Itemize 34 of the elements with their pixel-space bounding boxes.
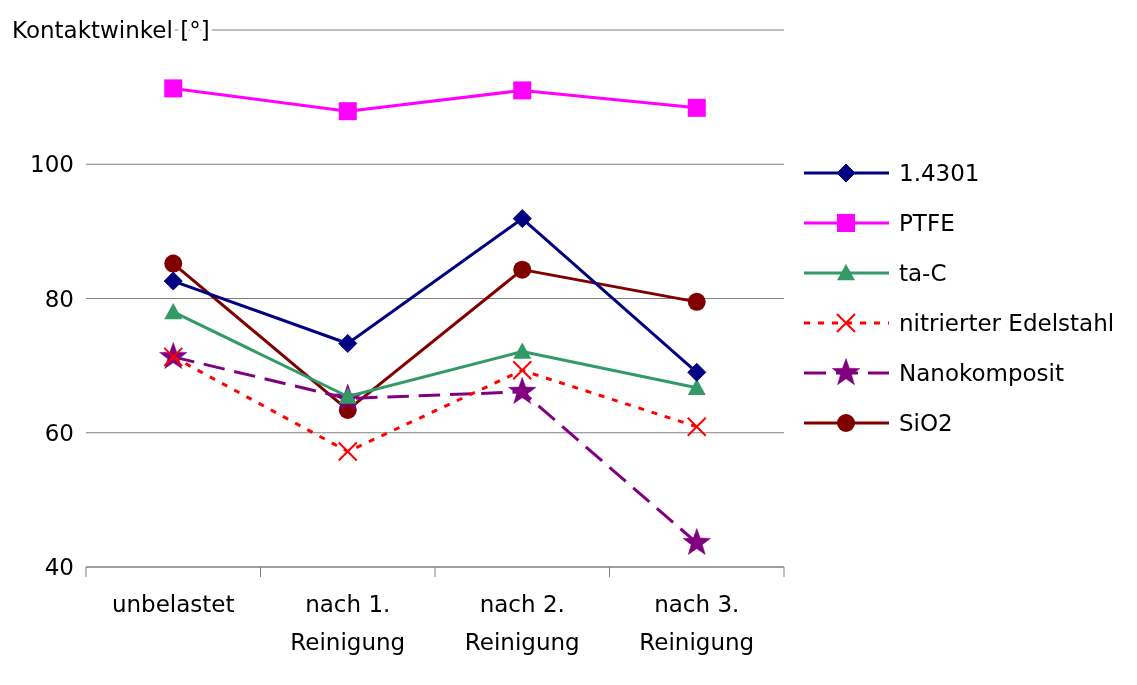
y-tick-label: 60 xyxy=(44,419,74,446)
legend-label: ta-C xyxy=(899,260,947,287)
legend-label: PTFE xyxy=(899,210,955,237)
y-tick-label: 80 xyxy=(44,285,74,312)
point xyxy=(687,98,706,117)
legend-label: nitrierter Edelstahl xyxy=(899,310,1115,337)
point xyxy=(513,81,532,100)
legend-label: 1.4301 xyxy=(899,160,980,187)
point xyxy=(163,271,183,291)
point xyxy=(164,302,183,320)
y-tick-label: 100 xyxy=(30,151,74,178)
point xyxy=(687,378,706,395)
point xyxy=(508,377,537,404)
point xyxy=(513,342,532,359)
legend-label: SiO2 xyxy=(899,410,953,437)
point xyxy=(338,333,358,353)
point xyxy=(687,362,707,382)
point xyxy=(686,416,707,437)
point xyxy=(512,209,532,229)
point xyxy=(513,260,532,279)
x-tick-label: nach 3. Reinigung xyxy=(639,591,755,655)
x-tick-label: nach 2. Reinigung xyxy=(464,591,580,655)
x-tick-label: unbelastet xyxy=(111,591,235,617)
point xyxy=(338,102,357,121)
point xyxy=(164,79,183,98)
point xyxy=(687,292,706,311)
x-tick-label: nach 1. Reinigung xyxy=(290,591,406,655)
point xyxy=(337,441,358,462)
legend-label: Nanokomposit xyxy=(899,360,1064,387)
point xyxy=(682,528,711,555)
point xyxy=(512,360,533,381)
y-axis-title: Kontaktwinkel [°] xyxy=(12,17,210,44)
point xyxy=(164,254,183,273)
y-tick-label: 40 xyxy=(44,554,74,581)
